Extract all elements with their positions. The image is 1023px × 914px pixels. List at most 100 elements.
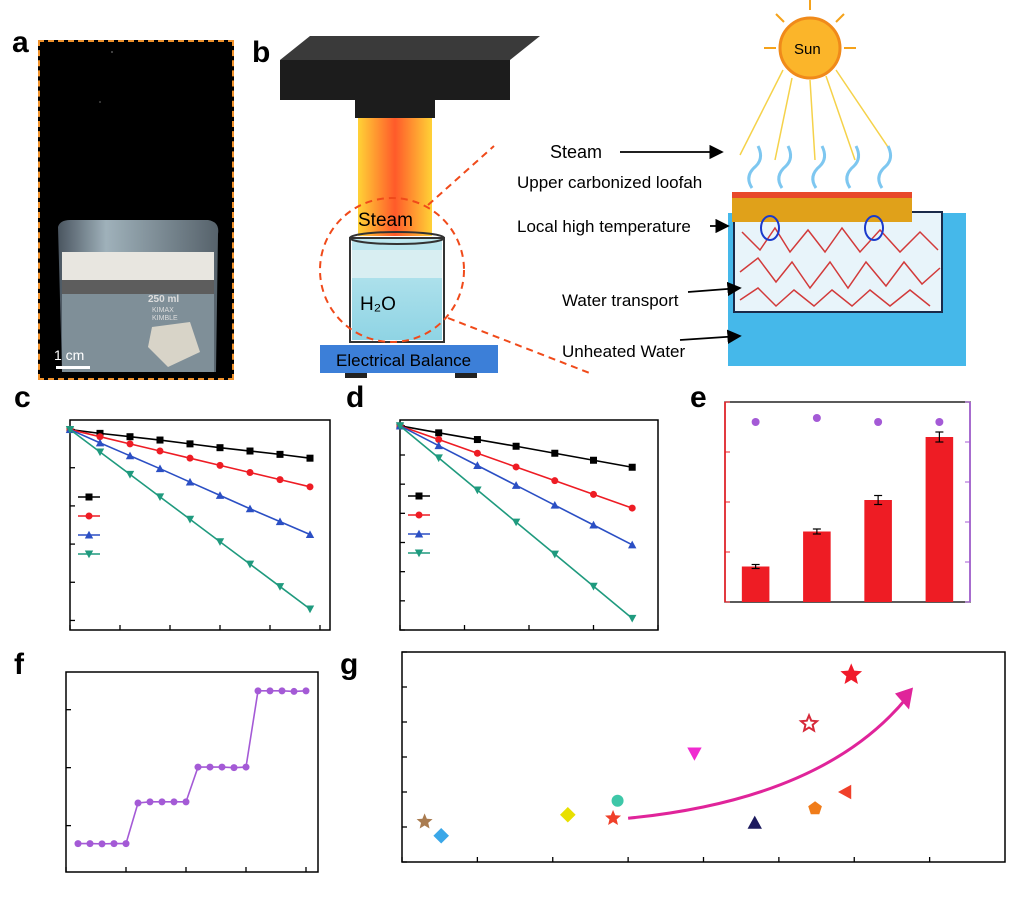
chart-d-data-point bbox=[550, 550, 559, 559]
chart-f-data-point bbox=[230, 764, 238, 772]
chart-d-data-point bbox=[628, 614, 637, 623]
water-beaker-label: H₂O bbox=[360, 294, 396, 315]
beaker-maker-text: KIMBLE bbox=[152, 315, 178, 322]
chart-d-data-point bbox=[590, 490, 597, 498]
chart-e-bar bbox=[864, 500, 892, 602]
chart-d-legend-marker bbox=[415, 492, 423, 500]
chart-c-data-point bbox=[306, 483, 314, 491]
callout-water-transport: Water transport bbox=[562, 291, 679, 310]
scale-bar-label: 1 cm bbox=[54, 347, 84, 363]
chart-c-data-point bbox=[276, 476, 284, 484]
chart-c-data-point bbox=[155, 464, 165, 473]
chart-c-data-point bbox=[246, 447, 254, 455]
panel-label-g: g bbox=[340, 648, 359, 681]
chart-f-data-point bbox=[86, 840, 94, 848]
chart-c-data-point bbox=[125, 451, 135, 460]
chart-d-data-point bbox=[511, 481, 521, 489]
chart-g-data-point bbox=[838, 784, 852, 800]
chart-e-efficiency-point bbox=[935, 418, 944, 426]
balance bbox=[320, 345, 498, 373]
chart-g-trend-arrowhead bbox=[895, 687, 914, 710]
chart-c-legend-marker bbox=[85, 512, 93, 520]
chart-d-data-point bbox=[628, 504, 636, 512]
chart-e-efficiency-point bbox=[874, 418, 883, 426]
chart-e bbox=[724, 401, 971, 603]
panel-label-c: c bbox=[14, 381, 31, 414]
sun-icon: Sun bbox=[739, 0, 891, 161]
chart-d-data-point bbox=[551, 449, 559, 457]
chart-f-data-point bbox=[170, 798, 178, 806]
chart-c-data-point bbox=[216, 444, 224, 452]
lamp-top bbox=[280, 36, 540, 60]
chart-f-data-point bbox=[98, 840, 106, 848]
chart-d-data-point bbox=[435, 436, 443, 444]
chart-d-legend-marker bbox=[415, 511, 423, 519]
chart-g-data-point bbox=[798, 712, 820, 733]
chart-f-data-point bbox=[182, 798, 190, 806]
chart-f-data-point bbox=[254, 687, 262, 695]
beaker-brand-text: 250 ml bbox=[148, 294, 179, 305]
chart-f-data-point bbox=[302, 687, 310, 695]
chart-f-data-point bbox=[194, 763, 202, 771]
chart-g-data-point bbox=[611, 794, 624, 807]
chart-d-legend-marker bbox=[414, 549, 424, 558]
chart-f-data-point bbox=[134, 799, 142, 807]
beaker-sponge bbox=[352, 250, 442, 278]
chart-c-data-point bbox=[305, 605, 315, 614]
chart-d-data-point bbox=[550, 500, 559, 509]
chart-f-plot-frame bbox=[65, 671, 319, 873]
chart-d-plot-frame bbox=[399, 419, 659, 631]
chart-c-data-point bbox=[125, 470, 135, 479]
light-beam bbox=[358, 118, 432, 236]
chart-c-data-point bbox=[306, 454, 314, 462]
panel-label-a: a bbox=[12, 26, 29, 59]
callout-local-temp: Local high temperature bbox=[517, 217, 691, 236]
chart-d-data-point bbox=[473, 449, 481, 457]
chart-g bbox=[401, 651, 1006, 863]
panel-label-e: e bbox=[690, 381, 707, 414]
chart-g-data-point bbox=[687, 747, 702, 761]
chart-c-data-point bbox=[185, 477, 195, 486]
chart-c-data-point bbox=[156, 436, 164, 444]
beaker-sub-text: KIMAX bbox=[152, 307, 174, 314]
chart-d-data-point bbox=[512, 442, 520, 450]
chart-d-data-point bbox=[511, 518, 521, 527]
chart-f-data-point bbox=[266, 687, 274, 695]
chart-c-data-point bbox=[215, 538, 225, 546]
chart-c-data-point bbox=[186, 454, 194, 462]
chart-c-data-point bbox=[156, 447, 164, 455]
callout-unheated-water: Unheated Water bbox=[562, 342, 685, 361]
chart-c-data-point bbox=[305, 530, 315, 539]
chart-c-data-point bbox=[95, 448, 105, 457]
lamp-body bbox=[280, 60, 510, 100]
chart-c-data-point bbox=[186, 440, 194, 448]
chart-f-data-point bbox=[278, 687, 286, 695]
chart-c-data-point bbox=[126, 433, 134, 441]
callout-steam: Steam bbox=[550, 142, 602, 162]
chart-e-bar bbox=[803, 531, 831, 602]
chart-f-data-point bbox=[218, 763, 226, 771]
chart-f-data-point bbox=[74, 840, 82, 848]
chart-d-data-point bbox=[473, 461, 482, 469]
chart-c-data-point bbox=[245, 504, 255, 513]
chart-d-data-point bbox=[512, 463, 520, 471]
chart-g-data-point bbox=[840, 663, 863, 684]
callout-upper-loofah: Upper carbonized loofah bbox=[517, 173, 702, 192]
chart-c bbox=[65, 419, 331, 631]
chart-d-data-point bbox=[590, 456, 597, 464]
chart-c-data-point bbox=[96, 433, 104, 441]
chart-c-data-point bbox=[95, 438, 105, 447]
chart-c-data-point bbox=[275, 583, 285, 591]
chart-d-data-point bbox=[589, 582, 598, 591]
chart-g-data-point bbox=[605, 809, 622, 826]
chart-c-plot-frame bbox=[69, 419, 331, 631]
chart-e-bar bbox=[741, 566, 770, 602]
chart-d-legend-marker bbox=[414, 529, 424, 538]
panel-label-f: f bbox=[14, 648, 24, 681]
chart-d-data-point bbox=[395, 422, 405, 431]
chart-c-data-point bbox=[215, 491, 225, 499]
chart-c-data-point bbox=[155, 493, 165, 502]
chart-f-data-point bbox=[158, 798, 166, 806]
chart-f-data-point bbox=[290, 687, 298, 695]
chart-g-data-point bbox=[747, 815, 762, 829]
